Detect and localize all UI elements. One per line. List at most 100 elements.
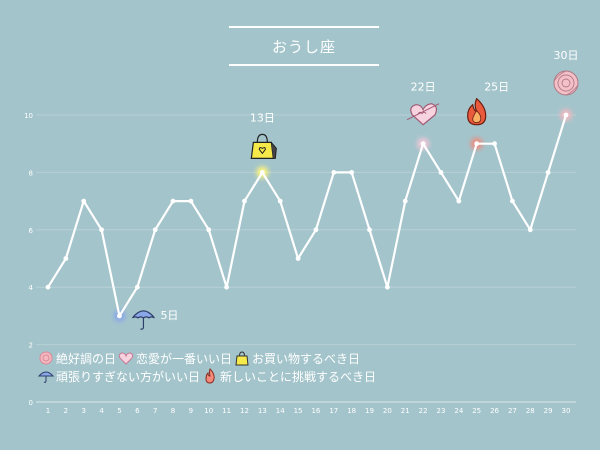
umbrella-icon bbox=[38, 371, 54, 383]
grid bbox=[36, 114, 576, 346]
annotation-label: 22日 bbox=[411, 81, 436, 94]
x-tick-label: 25 bbox=[472, 407, 481, 415]
data-point bbox=[242, 198, 247, 204]
x-tick-label: 29 bbox=[544, 407, 553, 415]
data-point bbox=[349, 170, 355, 175]
annotation-label: 25日 bbox=[484, 81, 509, 94]
x-tick-label: 8 bbox=[171, 407, 175, 415]
x-tick-label: 6 bbox=[135, 407, 140, 415]
data-point bbox=[63, 256, 69, 261]
bag-icon bbox=[250, 133, 277, 159]
y-tick-label: 4 bbox=[29, 284, 34, 292]
data-point bbox=[134, 284, 140, 290]
x-tick-label: 12 bbox=[240, 407, 249, 415]
legend-item-love: 恋愛が一番いい日 bbox=[118, 350, 232, 367]
bag-icon bbox=[235, 351, 249, 366]
flower-icon bbox=[39, 351, 53, 365]
legend-item-best: 絶好調の日 bbox=[38, 350, 116, 367]
x-tick-label: 24 bbox=[454, 407, 463, 415]
x-tick-label: 2 bbox=[64, 407, 68, 415]
umbrella-icon bbox=[131, 310, 155, 330]
x-tick-label: 15 bbox=[294, 407, 303, 415]
data-point bbox=[206, 227, 212, 233]
data-point bbox=[527, 227, 533, 233]
data-point bbox=[117, 313, 122, 319]
legend-label-love: 恋愛が一番いい日 bbox=[136, 351, 233, 366]
data-point bbox=[438, 170, 444, 175]
data-point bbox=[295, 256, 301, 261]
legend-label-shopping: お買い物するべき日 bbox=[252, 351, 361, 366]
x-tick-label: 17 bbox=[329, 407, 338, 415]
legend-label-new: 新しいことに挑戦するべき日 bbox=[220, 369, 377, 384]
data-point bbox=[224, 284, 230, 290]
x-tick-label: 20 bbox=[383, 407, 392, 415]
annotation-label: 13日 bbox=[250, 111, 275, 124]
fire-icon bbox=[467, 97, 487, 126]
legend-label-rest: 頑張りすぎない方がいい日 bbox=[56, 369, 201, 384]
x-tick-label: 4 bbox=[99, 407, 104, 415]
x-tick-label: 7 bbox=[153, 407, 157, 415]
data-point bbox=[45, 284, 51, 290]
heart-icon bbox=[118, 352, 134, 365]
y-tick-label: 6 bbox=[29, 227, 34, 235]
annotation-label: 30日 bbox=[554, 49, 579, 62]
highlight-markers bbox=[113, 109, 572, 322]
chart-title: おうし座 bbox=[271, 37, 336, 56]
x-tick-label: 9 bbox=[189, 407, 193, 415]
data-point bbox=[510, 198, 515, 204]
heart-icon bbox=[406, 103, 440, 126]
x-tick-label: 28 bbox=[526, 407, 535, 415]
legend-item-shopping: お買い物するべき日 bbox=[234, 350, 360, 367]
data-point bbox=[384, 284, 390, 290]
series-polyline bbox=[47, 114, 568, 317]
data-point bbox=[313, 227, 319, 233]
legend-row-1: 絶好調の日 恋愛が一番いい日 お買い物するべき日 bbox=[38, 349, 378, 367]
x-tick-label: 1 bbox=[46, 407, 50, 415]
data-point bbox=[259, 170, 265, 175]
annotations: 5日 13日 22日 25日 30日 bbox=[131, 49, 579, 330]
data-point bbox=[81, 198, 87, 204]
data-point bbox=[456, 198, 462, 204]
y-tick-label: 0 bbox=[29, 399, 33, 407]
series-line bbox=[47, 114, 568, 317]
data-point bbox=[331, 170, 337, 175]
legend-item-rest: 頑張りすぎない方がいい日 bbox=[38, 368, 200, 385]
annotation-label: 5日 bbox=[160, 309, 178, 322]
data-points bbox=[45, 112, 569, 319]
y-tick-label: 8 bbox=[29, 169, 33, 177]
x-tick-label: 13 bbox=[258, 407, 267, 415]
data-point bbox=[277, 198, 283, 204]
x-tick-label: 21 bbox=[401, 407, 410, 415]
x-tick-label: 30 bbox=[562, 407, 571, 415]
x-tick-label: 16 bbox=[311, 407, 320, 415]
x-tick-label: 26 bbox=[490, 407, 499, 415]
x-tick-label: 19 bbox=[365, 407, 374, 415]
fire-icon bbox=[205, 368, 215, 384]
x-tick-label: 5 bbox=[117, 407, 121, 415]
legend: 絶好調の日 恋愛が一番いい日 お買い物するべき日 頑張りすぎない方がいい日 bbox=[38, 349, 378, 385]
data-point bbox=[545, 170, 551, 175]
flower-icon bbox=[553, 70, 579, 96]
data-point bbox=[402, 198, 408, 204]
data-point bbox=[99, 227, 104, 233]
legend-item-new: 新しいことに挑戦するべき日 bbox=[202, 368, 376, 385]
x-tick-label: 11 bbox=[222, 407, 231, 415]
data-point bbox=[170, 198, 176, 204]
x-tick-label: 22 bbox=[419, 407, 428, 415]
data-point bbox=[367, 227, 372, 233]
x-tick-label: 27 bbox=[508, 407, 517, 415]
x-tick-label: 23 bbox=[437, 407, 446, 415]
y-tick-label: 10 bbox=[24, 112, 33, 120]
data-point bbox=[420, 141, 426, 147]
legend-row-2: 頑張りすぎない方がいい日 新しいことに挑戦するべき日 bbox=[38, 367, 378, 385]
chart-title-frame: おうし座 bbox=[229, 26, 379, 66]
legend-label-best: 絶好調の日 bbox=[56, 351, 117, 366]
x-tick-label: 14 bbox=[276, 407, 285, 415]
data-point bbox=[563, 112, 569, 118]
data-point bbox=[188, 198, 194, 204]
y-tick-label: 2 bbox=[29, 342, 33, 350]
data-point bbox=[492, 141, 497, 147]
x-tick-label: 18 bbox=[347, 407, 356, 415]
